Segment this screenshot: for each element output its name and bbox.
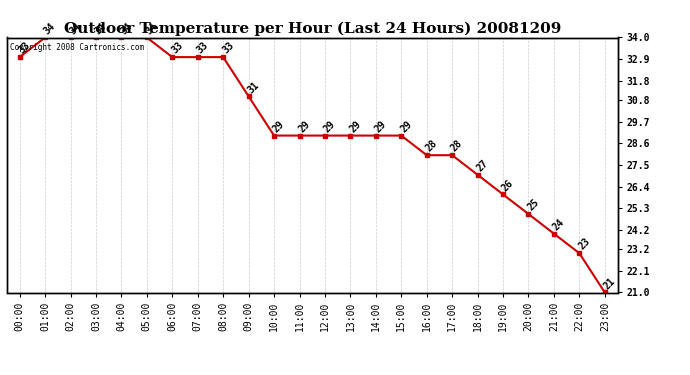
Text: 34: 34 xyxy=(42,21,57,36)
Title: Outdoor Temperature per Hour (Last 24 Hours) 20081209: Outdoor Temperature per Hour (Last 24 Ho… xyxy=(63,22,561,36)
Text: 33: 33 xyxy=(220,40,236,56)
Text: 33: 33 xyxy=(195,40,210,56)
Text: 34: 34 xyxy=(93,21,108,36)
Text: 33: 33 xyxy=(17,40,32,56)
Text: 29: 29 xyxy=(297,119,312,134)
Text: 31: 31 xyxy=(246,80,261,95)
Text: 34: 34 xyxy=(119,21,134,36)
Text: 21: 21 xyxy=(602,276,618,291)
Text: 28: 28 xyxy=(424,138,440,154)
Text: 28: 28 xyxy=(449,138,464,154)
Text: 27: 27 xyxy=(475,158,490,174)
Text: 25: 25 xyxy=(526,197,541,213)
Text: 23: 23 xyxy=(577,237,592,252)
Text: 34: 34 xyxy=(144,21,159,36)
Text: 29: 29 xyxy=(271,119,286,134)
Text: 26: 26 xyxy=(500,178,515,193)
Text: Copyright 2008 Cartronics.com: Copyright 2008 Cartronics.com xyxy=(10,43,144,52)
Text: 24: 24 xyxy=(551,217,566,232)
Text: 34: 34 xyxy=(68,21,83,36)
Text: 33: 33 xyxy=(170,40,185,56)
Text: 29: 29 xyxy=(373,119,388,134)
Text: 29: 29 xyxy=(348,119,363,134)
Text: 29: 29 xyxy=(398,119,414,134)
Text: 29: 29 xyxy=(322,119,337,134)
